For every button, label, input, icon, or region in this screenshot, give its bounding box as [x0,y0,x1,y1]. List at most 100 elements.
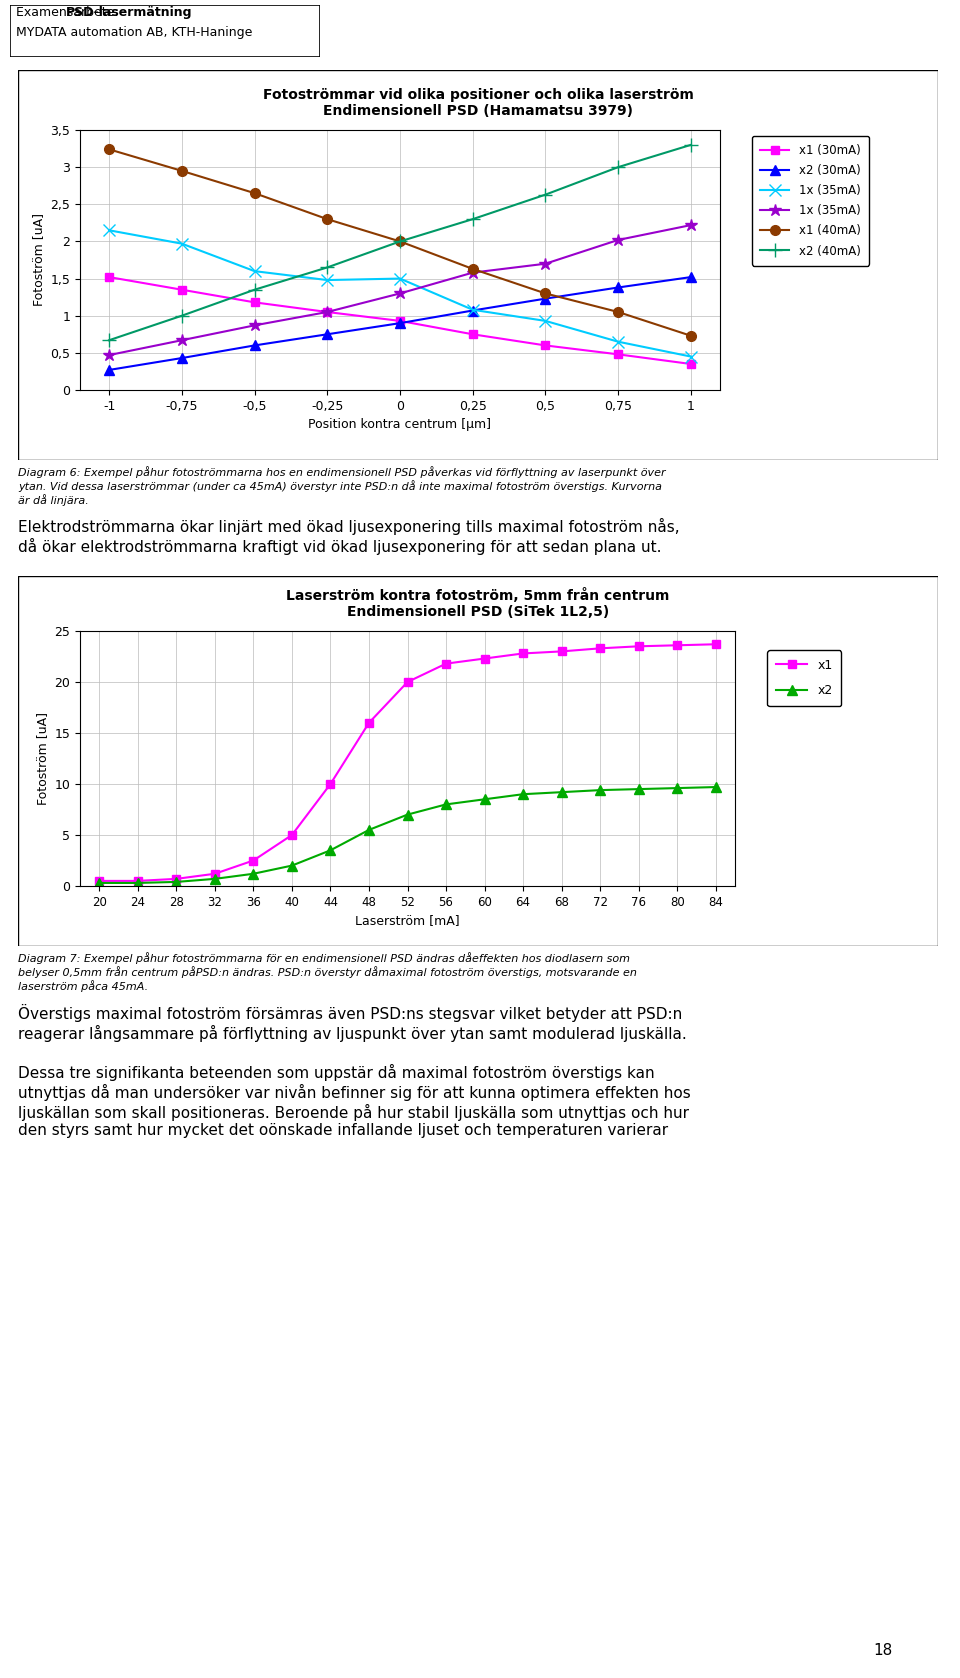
Line: 1x (35mA): 1x (35mA) [104,225,696,362]
x2 [401,804,413,824]
x2 (30mA) [467,300,478,320]
Text: Laserström kontra fotoström, 5mm från centrum
Endimensionell PSD (SiTek 1L2,5): Laserström kontra fotoström, 5mm från ce… [286,587,670,619]
Line: x1 (30mA): x1 (30mA) [105,274,695,367]
Line: x2: x2 [94,782,721,888]
1x (35mA) [612,230,624,250]
x2 (40mA) [467,210,478,230]
x1 [710,634,722,654]
x1 [324,774,336,794]
x1 (40mA) [685,326,697,346]
x2 [710,777,722,797]
x2 (30mA) [395,314,406,334]
x2 [479,789,491,809]
1x (35mA) [104,346,115,366]
1x (35mA) [322,270,333,290]
Legend: x1 (30mA), x2 (30mA), 1x (35mA), 1x (35mA), x1 (40mA), x2 (40mA): x1 (30mA), x2 (30mA), 1x (35mA), 1x (35m… [752,136,869,265]
Text: Elektrodströmmarna ökar linjärt med ökad ljusexponering tills maximal fotoström : Elektrodströmmarna ökar linjärt med ökad… [18,519,680,555]
Line: x2 (30mA): x2 (30mA) [105,272,696,374]
Line: x1: x1 [95,639,720,884]
1x (35mA) [467,300,478,320]
x1 [556,641,567,661]
Text: 18: 18 [874,1643,893,1658]
x1 (40mA) [104,139,115,159]
x2 (30mA) [322,324,333,344]
Line: x1 (40mA): x1 (40mA) [105,144,696,341]
x1 (30mA) [540,336,551,356]
x1 (40mA) [612,302,624,322]
x2 (30mA) [104,359,115,379]
Text: Diagram 7: Exempel påhur fotoströmmarna för en endimensionell PSD ändras dåeffek: Diagram 7: Exempel påhur fotoströmmarna … [18,951,636,992]
x2 (40mA) [322,257,333,277]
x1 [671,636,683,656]
x1 [171,869,182,889]
x1 [286,826,298,846]
X-axis label: Position kontra centrum [µm]: Position kontra centrum [µm] [308,418,492,431]
x2 (40mA) [612,158,624,178]
1x (35mA) [467,262,478,282]
1x (35mA) [249,262,260,282]
1x (35mA) [176,331,187,351]
x1 [132,871,144,891]
x2 [441,794,452,814]
Line: x2 (40mA): x2 (40mA) [102,138,698,347]
x2 (30mA) [612,277,624,297]
1x (35mA) [540,253,551,274]
x2 (30mA) [176,347,187,367]
x1 (30mA) [612,344,624,364]
x1 [479,648,491,668]
x1 [209,864,221,884]
FancyBboxPatch shape [18,576,938,946]
Line: 1x (35mA): 1x (35mA) [103,218,697,361]
x2 (40mA) [540,185,551,205]
1x (35mA) [249,315,260,336]
x1 [441,653,452,673]
1x (35mA) [685,346,697,366]
x2 [594,780,606,800]
1x (35mA) [540,310,551,331]
x1 [93,871,105,891]
x1 [401,671,413,691]
x1 [594,638,606,658]
x1 (30mA) [249,292,260,312]
x2 [248,864,259,884]
Text: PSD-lasermätning: PSD-lasermätning [65,7,192,18]
1x (35mA) [176,233,187,253]
x2 [171,873,182,893]
1x (35mA) [685,215,697,235]
x1 (30mA) [685,354,697,374]
x1 [633,636,644,656]
1x (35mA) [395,268,406,289]
1x (35mA) [322,302,333,322]
x1 (40mA) [467,258,478,279]
x2 (30mA) [540,289,551,309]
X-axis label: Laserström [mA]: Laserström [mA] [355,915,460,928]
Text: Examensarbete:: Examensarbete: [16,7,123,18]
FancyBboxPatch shape [18,70,938,460]
x2 [517,784,529,804]
x1 (40mA) [540,284,551,304]
x1 (30mA) [467,324,478,344]
1x (35mA) [395,284,406,304]
Text: Fotoströmmar vid olika positioner och olika laserström
Endimensionell PSD (Hamam: Fotoströmmar vid olika positioner och ol… [263,87,693,117]
x1 (30mA) [395,310,406,331]
x1 (40mA) [395,232,406,252]
x1 [363,713,374,733]
x2 (40mA) [104,331,115,351]
x1 [517,643,529,663]
x1 [248,851,259,871]
x1 (30mA) [176,280,187,300]
x2 (30mA) [249,336,260,356]
x2 [363,821,374,841]
x1 (30mA) [322,302,333,322]
Text: Diagram 6: Exempel påhur fotoströmmarna hos en endimensionell PSD påverkas vid f: Diagram 6: Exempel påhur fotoströmmarna … [18,466,665,505]
x2 (40mA) [685,134,697,154]
Text: Överstigs maximal fotoström försämras även PSD:ns stegsvar vilket betyder att PS: Överstigs maximal fotoström försämras äv… [18,1003,686,1042]
x1 (40mA) [322,210,333,230]
x2 (40mA) [395,232,406,252]
Legend: x1, x2: x1, x2 [767,649,842,706]
1x (35mA) [612,332,624,352]
x1 (40mA) [176,161,187,181]
x2 [93,873,105,893]
x1 (30mA) [104,267,115,287]
Y-axis label: Fotoström [uA]: Fotoström [uA] [36,711,49,805]
